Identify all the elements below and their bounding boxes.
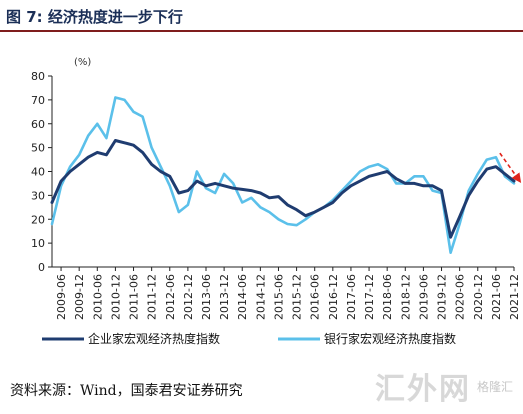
y-tick-label: 70 — [31, 94, 45, 107]
y-tick-label: 20 — [31, 213, 45, 226]
trend-arrow — [499, 152, 522, 184]
title-rule — [0, 30, 523, 32]
x-tick-label: 2014-06 — [236, 274, 249, 320]
x-tick-label: 2009-06 — [55, 274, 68, 320]
series-line-2 — [50, 96, 516, 254]
x-tick-label: 2013-12 — [218, 274, 231, 320]
x-tick-label: 2019-12 — [436, 274, 449, 320]
y-tick-label: 10 — [31, 237, 45, 250]
x-tick-label: 2011-12 — [146, 274, 159, 320]
source-note: 资料来源：Wind，国泰君安证券研究 — [10, 383, 243, 399]
x-tick-label: 2014-12 — [254, 274, 267, 320]
y-tick-label: 60 — [31, 118, 45, 131]
watermark: 汇外网 格隆汇 — [375, 364, 513, 408]
x-tick-label: 2021-12 — [508, 274, 521, 320]
legend-label-2: 银行家宏观经济热度指数 — [324, 331, 456, 346]
x-tick-label: 2015-06 — [272, 274, 285, 320]
y-tick-label: 30 — [31, 189, 45, 202]
watermark-brand: 格隆汇 — [476, 379, 513, 394]
x-tick-label: 2010-06 — [91, 274, 104, 320]
x-tick-label: 2017-12 — [363, 274, 376, 320]
figure-title: 图 7: 经济热度进一步下行 — [6, 8, 183, 26]
y-unit-label: (%) — [74, 57, 91, 68]
x-tick-label: 2012-06 — [164, 274, 177, 320]
y-tick-label: 80 — [31, 70, 45, 83]
x-tick-label: 2020-06 — [454, 274, 467, 320]
y-tick-label: 40 — [31, 166, 45, 179]
x-tick-label: 2018-12 — [399, 274, 412, 320]
x-tick-label: 2016-06 — [309, 274, 322, 320]
x-tick-label: 2019-06 — [417, 274, 430, 320]
line-chart: (%) 0 10 20 30 40 50 60 70 80 2009-06 2009-12 2010-0… — [31, 57, 522, 346]
x-tick-label: 2009-12 — [73, 274, 86, 320]
x-tick-label: 2016-12 — [327, 274, 340, 320]
x-tick-label: 2011-06 — [128, 274, 141, 320]
x-tick-label: 2017-06 — [345, 274, 358, 320]
series-line-1 — [50, 139, 516, 239]
y-tick-label: 0 — [38, 261, 45, 274]
x-tick-label: 2010-12 — [109, 274, 122, 320]
x-tick-label: 2021-06 — [490, 274, 503, 320]
y-tick-label: 50 — [31, 142, 45, 155]
legend-label-1: 企业家宏观经济热度指数 — [88, 331, 220, 346]
x-tick-label: 2013-06 — [200, 274, 213, 320]
x-tick-label: 2020-12 — [472, 274, 485, 320]
x-tick-label: 2015-12 — [291, 274, 304, 320]
watermark-logo: 汇外网 — [374, 372, 471, 407]
x-tick-label: 2018-06 — [381, 274, 394, 320]
x-tick-label: 2012-12 — [182, 274, 195, 320]
